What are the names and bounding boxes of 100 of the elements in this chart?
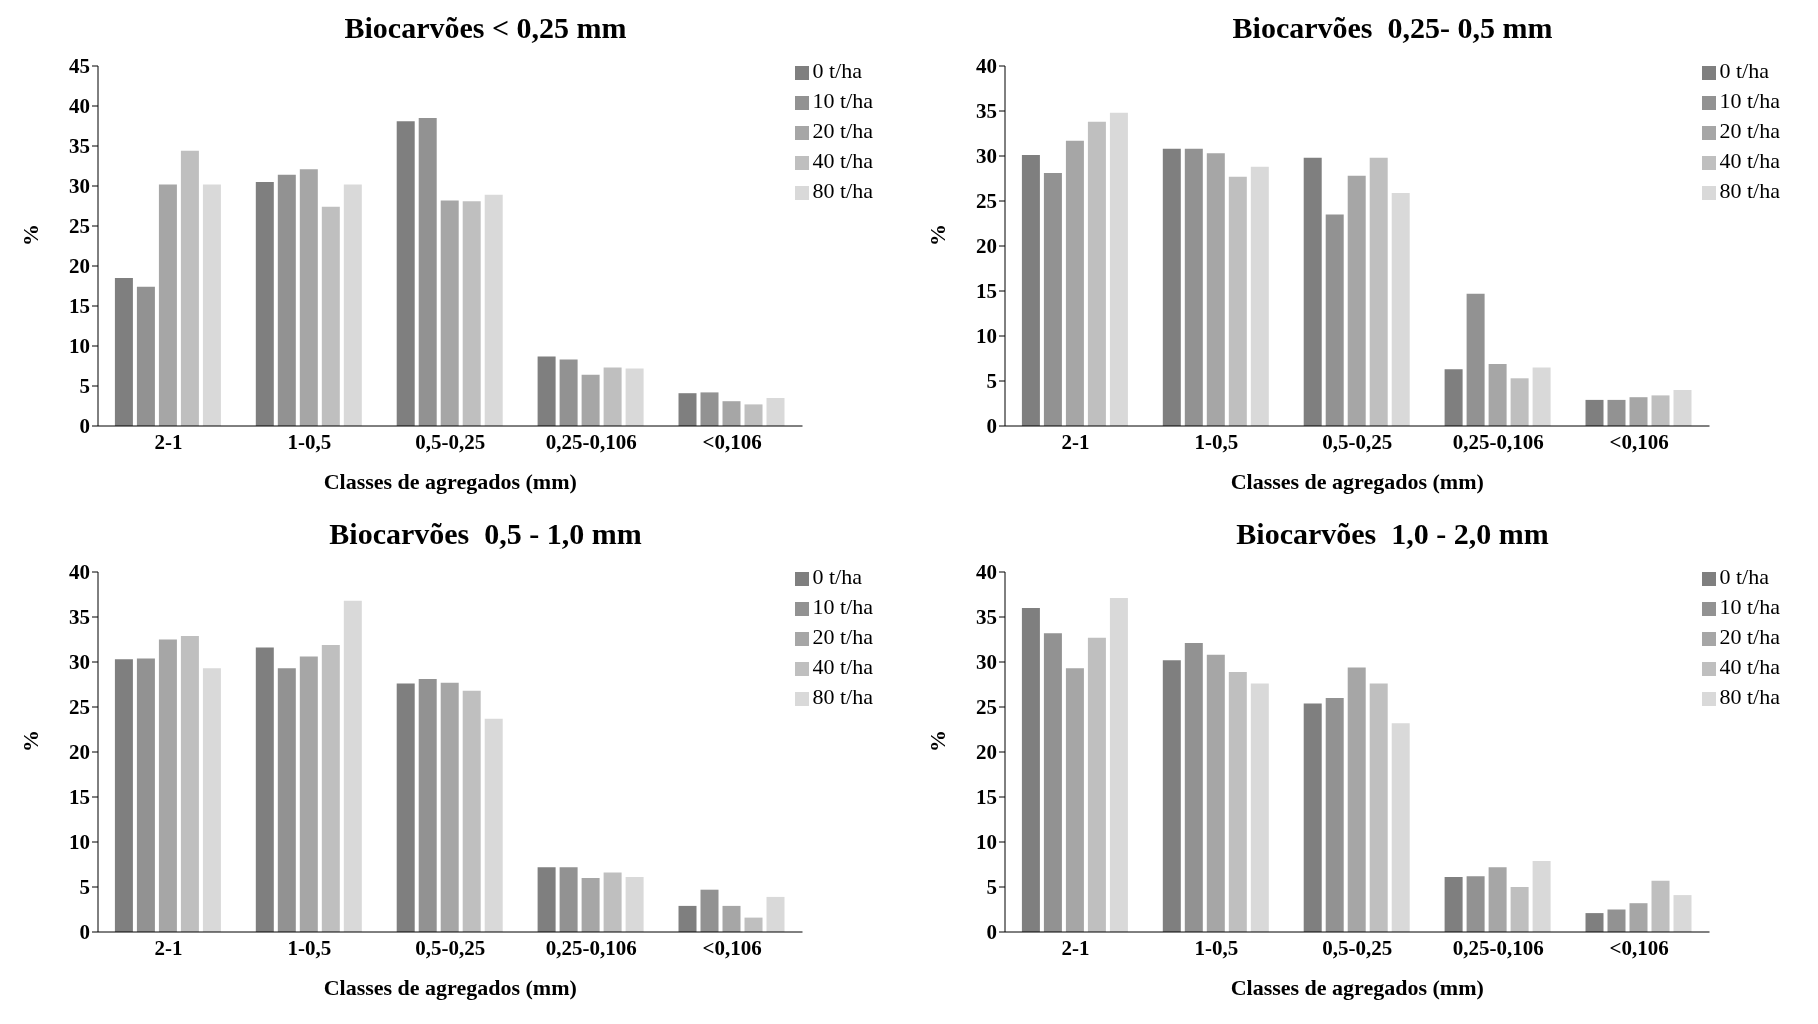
legend-label: 80 t/ha — [812, 178, 873, 203]
x-tick-label: 0,25-0,106 — [545, 429, 637, 454]
x-tick-label: 0,5-0,25 — [1322, 935, 1393, 960]
y-tick-label: 15 — [69, 294, 90, 319]
legend-label: 0 t/ha — [812, 58, 862, 83]
x-tick-label: 0,5-0,25 — [1322, 429, 1393, 454]
y-tick-label: 25 — [976, 695, 997, 720]
bar — [1629, 397, 1648, 426]
y-tick-label: 20 — [976, 740, 997, 765]
y-axis-title: % — [924, 224, 950, 246]
bar — [625, 368, 644, 426]
x-tick-label: 2-1 — [154, 935, 183, 960]
bar — [1532, 860, 1551, 932]
bar — [700, 889, 719, 932]
y-tick-label: 45 — [69, 54, 90, 79]
y-tick-label: 25 — [69, 695, 90, 720]
bar — [700, 392, 719, 426]
bar — [136, 286, 155, 426]
bar — [1228, 671, 1247, 932]
bar — [440, 682, 459, 932]
bar — [678, 905, 697, 932]
y-tick-label: 30 — [69, 174, 90, 199]
bar — [396, 121, 415, 426]
bar — [1444, 877, 1463, 932]
bar — [1206, 153, 1225, 426]
bar — [277, 174, 296, 426]
legend-label: 80 t/ha — [1719, 178, 1780, 203]
bar — [1673, 390, 1692, 426]
bar — [1444, 369, 1463, 426]
bar — [1021, 155, 1040, 426]
chart-title: Biocarvões 1,0 - 2,0 mm — [1235, 516, 1550, 552]
y-tick-label: 30 — [976, 650, 997, 675]
bar — [1391, 723, 1410, 932]
x-tick-label: 2-1 — [1061, 935, 1090, 960]
y-tick-label: 10 — [976, 830, 997, 855]
bar — [1629, 903, 1648, 932]
legend-label: 10 t/ha — [812, 88, 873, 113]
bar — [1607, 399, 1626, 426]
bar — [299, 656, 318, 932]
y-tick-label: 40 — [69, 560, 90, 585]
chart-title: Biocarvões < 0,25 mm — [343, 10, 628, 46]
bar — [1065, 140, 1084, 426]
bar — [202, 184, 221, 426]
bar — [418, 118, 437, 426]
y-tick-label: 35 — [976, 605, 997, 630]
bar — [1043, 173, 1062, 426]
bar — [722, 905, 741, 932]
bar — [1585, 399, 1604, 426]
legend-label: 20 t/ha — [1719, 118, 1780, 143]
bar — [1250, 166, 1269, 426]
bar — [1303, 703, 1322, 932]
y-axis-title: % — [924, 730, 950, 752]
bar — [202, 668, 221, 932]
legend-label: 40 t/ha — [812, 654, 873, 679]
x-tick-label: 0,25-0,106 — [1452, 429, 1544, 454]
bar — [255, 647, 274, 932]
x-tick-label: <0,106 — [1609, 935, 1669, 960]
y-tick-label: 15 — [976, 279, 997, 304]
bar — [1466, 876, 1485, 932]
y-tick-label: 25 — [976, 189, 997, 214]
y-tick-label: 10 — [69, 334, 90, 359]
bar — [559, 867, 578, 932]
x-tick-label: 1-0,5 — [1194, 935, 1239, 960]
x-tick-label: <0,106 — [702, 429, 762, 454]
x-tick-label: 0,25-0,106 — [545, 935, 637, 960]
bar — [581, 374, 600, 426]
bar — [722, 401, 741, 426]
x-axis-title: Classes de agregados (mm) — [323, 469, 577, 494]
bar — [1532, 367, 1551, 426]
bar — [1162, 660, 1181, 932]
y-tick-label: 30 — [69, 650, 90, 675]
bar — [1347, 667, 1366, 932]
bar — [321, 644, 340, 932]
legend-label: 40 t/ha — [812, 148, 873, 173]
bar — [537, 356, 556, 426]
y-tick-label: 0 — [986, 414, 997, 439]
bar — [1228, 176, 1247, 426]
bar — [343, 600, 362, 932]
bar — [766, 398, 785, 426]
bar — [136, 658, 155, 932]
x-tick-label: 2-1 — [1061, 429, 1090, 454]
bar — [158, 639, 177, 932]
bar — [277, 668, 296, 932]
bar — [1391, 192, 1410, 426]
y-axis-title: % — [17, 730, 43, 752]
x-tick-label: 0,5-0,25 — [415, 429, 486, 454]
bar — [1109, 112, 1128, 426]
y-tick-label: 20 — [976, 234, 997, 259]
bar — [484, 718, 503, 932]
bar — [1466, 293, 1485, 426]
x-tick-label: 2-1 — [154, 429, 183, 454]
y-tick-label: 0 — [79, 920, 90, 945]
bar — [1651, 880, 1670, 932]
y-tick-label: 20 — [69, 740, 90, 765]
y-tick-label: 35 — [69, 134, 90, 159]
legend-label: 80 t/ha — [812, 684, 873, 709]
y-tick-label: 10 — [69, 830, 90, 855]
bar — [1369, 683, 1388, 932]
y-tick-label: 20 — [69, 254, 90, 279]
bar — [1651, 395, 1670, 426]
